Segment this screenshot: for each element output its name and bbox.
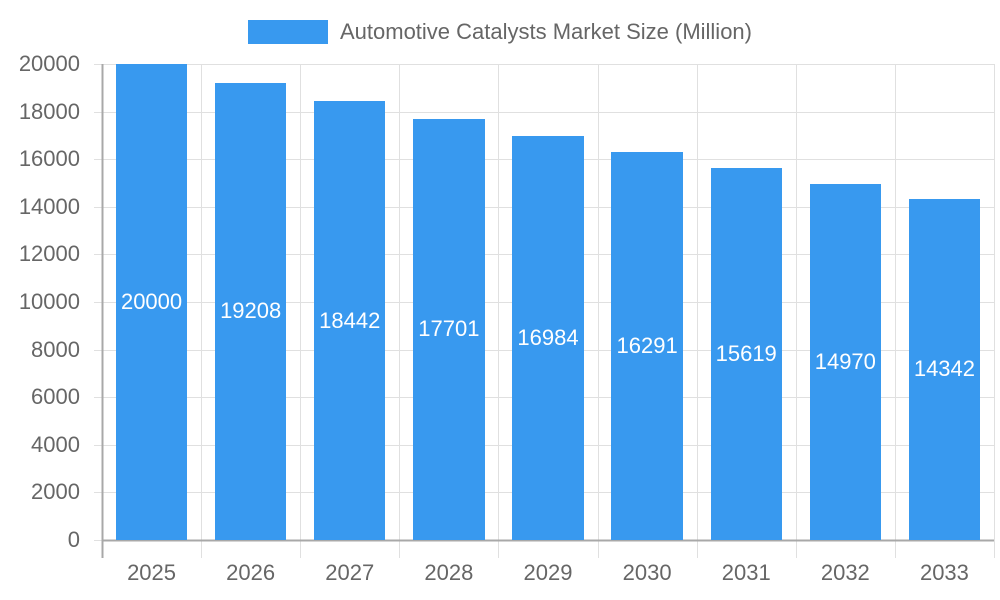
x-tick-label: 2028 xyxy=(424,560,474,585)
bar-value-label: 19208 xyxy=(220,298,282,324)
legend-swatch[interactable] xyxy=(247,20,328,44)
bar-value-label: 14342 xyxy=(913,356,976,382)
bar-2032[interactable]: 14970 xyxy=(809,183,881,540)
bar-value-label: 15619 xyxy=(715,341,777,367)
y-tick-label: 20000 xyxy=(18,51,80,76)
bar-2026[interactable]: 19208 xyxy=(214,82,287,540)
bar-2028[interactable]: 17701 xyxy=(413,118,485,540)
y-tick-label: 0 xyxy=(67,527,80,552)
bar-value-label: 16984 xyxy=(517,324,579,350)
bar-value-label: 16291 xyxy=(616,333,678,359)
bar-2030[interactable]: 16291 xyxy=(611,152,683,540)
x-tick-label: 2030 xyxy=(622,560,672,585)
bar-value-label: 20000 xyxy=(120,289,183,314)
bar-2025[interactable]: 20000 xyxy=(115,64,188,540)
x-tick-label: 2029 xyxy=(523,560,573,585)
y-tick-label: 4000 xyxy=(31,431,80,457)
y-tick-label: 6000 xyxy=(31,384,80,410)
x-tick-label: 2027 xyxy=(325,560,375,585)
bar-2029[interactable]: 16984 xyxy=(512,135,584,540)
bar-2033[interactable]: 14342 xyxy=(908,198,981,540)
bar-value-label: 17701 xyxy=(418,316,480,342)
y-tick-label: 2000 xyxy=(31,479,80,505)
y-tick-label: 8000 xyxy=(31,336,80,362)
y-tick-label: 16000 xyxy=(18,146,80,172)
x-tick-label: 2026 xyxy=(226,560,276,585)
bar-value-label: 14970 xyxy=(814,348,876,374)
x-tick-label: 2033 xyxy=(919,560,969,585)
chart-legend: Automotive Catalysts Market Size (Millio… xyxy=(0,18,1000,46)
y-tick-label: 12000 xyxy=(18,241,80,267)
y-tick-label: 18000 xyxy=(18,98,80,124)
x-tick-label: 2031 xyxy=(721,560,771,585)
bar-value-label: 18442 xyxy=(319,307,381,333)
legend-label: Automotive Catalysts Market Size (Millio… xyxy=(339,19,752,44)
bar-2031[interactable]: 15619 xyxy=(710,168,782,540)
x-tick-label: 2032 xyxy=(820,560,870,585)
y-tick-label: 14000 xyxy=(18,193,80,219)
y-tick-label: 10000 xyxy=(18,289,80,314)
x-tick-label: 2025 xyxy=(127,560,177,585)
bar-2027[interactable]: 18442 xyxy=(314,101,386,540)
